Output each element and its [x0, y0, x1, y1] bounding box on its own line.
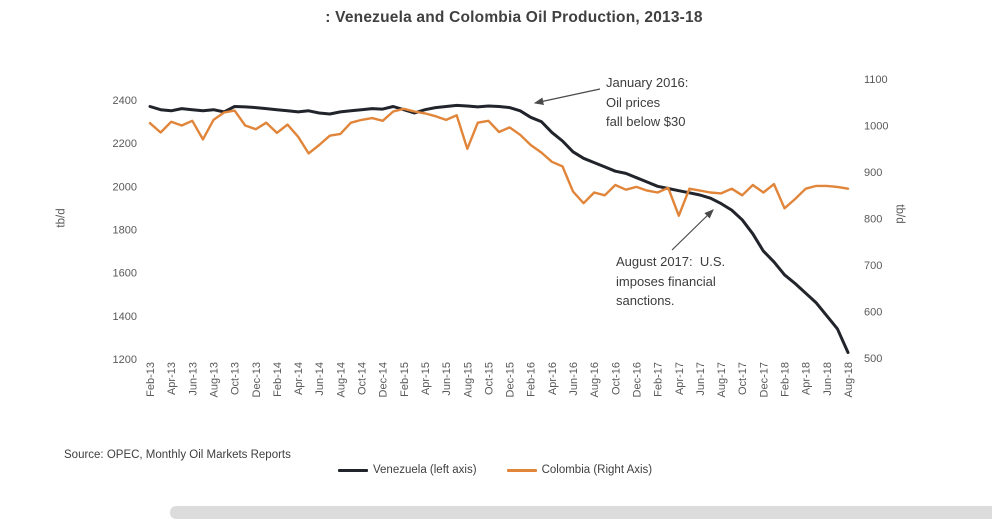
left-axis-tick-label: 1600 — [113, 268, 137, 280]
right-axis-tick-label: 500 — [864, 353, 882, 365]
x-axis-tick-label: Oct-17 — [737, 362, 749, 395]
x-axis-tick-label: Dec-16 — [631, 362, 643, 397]
x-axis-tick-label: Oct-13 — [230, 362, 242, 395]
annotation-arrows — [533, 88, 714, 251]
legend-item-venezuela: Venezuela (left axis) — [338, 464, 477, 476]
x-axis-tick-label: Feb-13 — [145, 362, 157, 397]
x-axis-tick-label: Dec-15 — [505, 362, 517, 397]
x-axis-tick-label: Apr-16 — [547, 362, 559, 395]
legend-label: Colombia (Right Axis) — [541, 464, 653, 476]
x-axis-tick-label: Feb-15 — [399, 362, 411, 397]
right-axis-tick-label: 700 — [864, 260, 882, 272]
x-axis-tick-label: Jun-14 — [314, 362, 326, 396]
x-axis-tick-label: Aug-14 — [335, 362, 347, 397]
right-axis-tick-label: 900 — [864, 167, 882, 179]
x-axis-tick-label: Dec-17 — [758, 362, 770, 397]
x-axis-tick-label: Apr-13 — [166, 362, 178, 395]
annotation-line: January 2016: — [606, 75, 689, 90]
x-axis-tick-label: Aug-13 — [208, 362, 220, 397]
chart-legend: Venezuela (left axis) Colombia (Right Ax… — [338, 464, 682, 476]
x-axis-tick-label: Jun-13 — [187, 362, 199, 396]
right-axis-tick-label: 600 — [864, 307, 882, 319]
x-axis-tick-label: Jun-16 — [568, 362, 580, 396]
annotation-line: fall below $30 — [606, 114, 686, 129]
x-axis-tick-label: Apr-14 — [293, 362, 305, 395]
x-axis-tick-label: Feb-16 — [526, 362, 538, 397]
x-axis-tick-label: Jun-15 — [441, 362, 453, 396]
x-axis-tick-label: Aug-16 — [589, 362, 601, 397]
annotation-line: Oil prices — [606, 94, 661, 110]
jan16-arrow — [533, 88, 601, 105]
x-axis-tick-label: Feb-14 — [272, 362, 284, 397]
annotation-line: sanctions. — [616, 293, 675, 308]
annotation-line: imposes financial — [616, 273, 716, 289]
chart-title: : Venezuela and Colombia Oil Production,… — [325, 9, 703, 26]
x-axis-tick-label: Jun-18 — [822, 362, 834, 396]
x-axis-tick-label: Aug-18 — [843, 362, 855, 397]
x-axis-tick-label: Dec-14 — [378, 362, 390, 397]
x-axis-tick-label: Aug-15 — [462, 362, 474, 397]
x-axis-tick-label: Apr-18 — [801, 362, 813, 395]
right-axis-tick-label: 800 — [864, 214, 882, 226]
left-axis-tick-label: 1200 — [113, 354, 137, 366]
x-axis-tick-label: Jun-17 — [695, 362, 707, 396]
x-axis-tick-label: Oct-15 — [483, 362, 495, 395]
source-note: Source: OPEC, Monthly Oil Markets Report… — [64, 449, 291, 461]
x-axis-tick-label: Feb-17 — [653, 362, 665, 397]
left-axis-title: tb/d — [55, 208, 68, 228]
right-axis-tick-label: 1100 — [864, 74, 888, 86]
legend-label: Venezuela (left axis) — [373, 464, 477, 476]
colombia-line-swatch-icon — [506, 468, 537, 472]
x-axis-tick-label: Apr-15 — [420, 362, 432, 395]
annotation-august-2017: August 2017: U.S. imposes financial sanc… — [616, 252, 725, 311]
colombia-line — [148, 107, 850, 217]
left-axis-tick-label: 2000 — [113, 181, 137, 193]
left-axis-tick-label: 2400 — [113, 95, 137, 107]
venezuela-line-swatch-icon — [338, 468, 368, 472]
x-axis-tick-label: Aug-17 — [716, 362, 728, 397]
horizontal-scrollbar[interactable] — [170, 506, 992, 519]
x-axis-tick-label: Apr-17 — [674, 362, 686, 395]
x-axis-tick-label: Oct-16 — [610, 362, 622, 395]
legend-item-colombia: Colombia (Right Axis) — [506, 464, 653, 476]
left-axis-tick-label: 2200 — [113, 138, 137, 150]
x-axis-tick-label: Dec-13 — [251, 362, 263, 397]
right-axis-tick-label: 1000 — [864, 121, 888, 133]
x-axis-tick-label: Feb-18 — [780, 362, 792, 397]
x-axis-tick-label: Oct-14 — [357, 362, 369, 395]
right-axis-title: tb/d — [893, 204, 906, 224]
left-axis-tick-label: 1400 — [113, 311, 137, 323]
venezuela-line — [148, 103, 850, 354]
left-axis-tick-label: 1800 — [113, 225, 137, 237]
annotation-line: August 2017: U.S. — [616, 254, 726, 269]
aug17-arrow — [671, 209, 714, 251]
annotation-january-2016: January 2016: Oil prices fall below $30 — [606, 73, 688, 132]
